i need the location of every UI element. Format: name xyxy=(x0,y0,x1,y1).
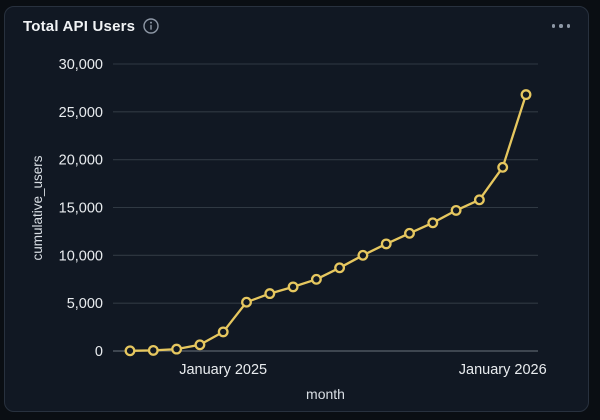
y-tick-label: 0 xyxy=(95,344,103,360)
data-point[interactable] xyxy=(427,217,439,229)
y-axis-title: cumulative_users xyxy=(30,155,45,260)
data-point[interactable] xyxy=(171,343,183,355)
ellipsis-dot xyxy=(559,24,563,28)
data-point[interactable] xyxy=(450,204,462,216)
data-point[interactable] xyxy=(473,194,485,206)
y-tick-label: 20,000 xyxy=(59,153,103,169)
x-tick-label: January 2026 xyxy=(459,362,547,378)
y-tick-label: 5,000 xyxy=(67,296,103,312)
data-point[interactable] xyxy=(147,344,159,356)
data-point[interactable] xyxy=(194,339,206,351)
y-tick-label: 25,000 xyxy=(59,105,103,121)
ellipsis-menu-button[interactable] xyxy=(550,18,573,34)
line-chart: 0 5,000 10,000 15,000 20,000 25,000 30,000 Janu… xyxy=(30,57,547,402)
data-point[interactable] xyxy=(334,262,346,274)
card-title: Total API Users xyxy=(23,17,136,35)
y-tick-label: 30,000 xyxy=(59,57,103,73)
ellipsis-dot xyxy=(566,24,570,28)
y-tick-label: 15,000 xyxy=(59,201,103,217)
info-icon[interactable] xyxy=(143,18,159,34)
data-point[interactable] xyxy=(520,89,532,101)
data-point[interactable] xyxy=(287,281,299,293)
ellipsis-dot xyxy=(551,24,555,28)
data-point[interactable] xyxy=(310,273,322,285)
x-tick-label: January 2025 xyxy=(179,362,267,378)
data-point[interactable] xyxy=(124,345,136,357)
data-point[interactable] xyxy=(217,326,229,338)
data-point[interactable] xyxy=(264,288,276,300)
y-tick-label: 10,000 xyxy=(59,248,103,264)
card-header: Total API Users xyxy=(5,7,588,45)
chart-card: Total API Users 0 5,000 10,000 15,000 20,000… xyxy=(4,6,589,412)
data-point[interactable] xyxy=(241,296,252,308)
data-point[interactable] xyxy=(497,161,509,173)
data-point[interactable] xyxy=(404,227,415,239)
x-axis-title: month xyxy=(306,386,345,402)
data-point[interactable] xyxy=(380,238,392,250)
data-line xyxy=(128,93,528,352)
data-point[interactable] xyxy=(357,249,369,261)
